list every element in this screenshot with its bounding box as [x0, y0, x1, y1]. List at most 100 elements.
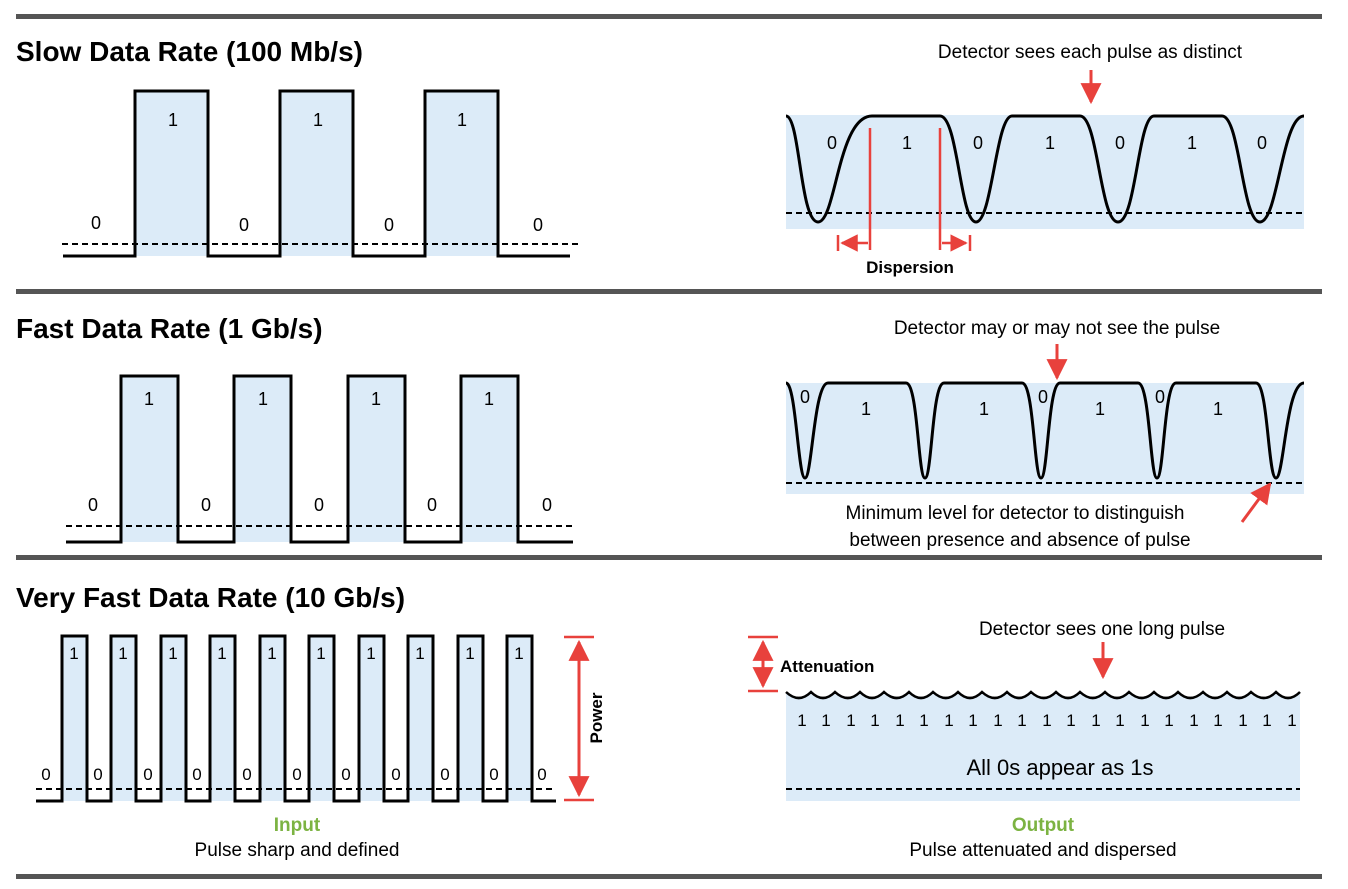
pulse-fill — [210, 636, 235, 801]
signal-trace — [66, 374, 573, 544]
bit-label: 1 — [415, 644, 424, 663]
slow-title: Slow Data Rate (100 Mb/s) — [16, 36, 363, 67]
minimum-note-line2: between presence and absence of pulse — [849, 530, 1190, 551]
bit-label: 1 — [1140, 711, 1149, 730]
bit-label: 1 — [1213, 399, 1223, 419]
bit-label: 0 — [533, 215, 543, 235]
pulse-fill — [111, 636, 136, 801]
bit-label: 1 — [846, 711, 855, 730]
pulse-fill — [461, 376, 518, 542]
pulse-fill — [425, 91, 498, 256]
output-scallop-mask — [786, 680, 1300, 698]
pulse-fill — [161, 636, 186, 801]
bit-label: 0 — [440, 765, 449, 784]
pulse-fill — [62, 636, 87, 801]
bit-label: 0 — [242, 765, 251, 784]
bit-label: 1 — [1091, 711, 1100, 730]
bit-label: 0 — [1155, 387, 1165, 407]
bit-label: 1 — [267, 644, 276, 663]
bit-label: 1 — [1238, 711, 1247, 730]
bit-label: 0 — [201, 495, 211, 515]
bit-label: 1 — [1017, 711, 1026, 730]
bit-label: 1 — [1095, 399, 1105, 419]
bit-label: 1 — [1287, 711, 1296, 730]
bit-label: 1 — [821, 711, 830, 730]
bit-label: 1 — [371, 389, 381, 409]
bit-label: 1 — [1066, 711, 1075, 730]
pulse-fill — [507, 636, 532, 801]
divider-1 — [16, 289, 1322, 294]
bit-label: 0 — [973, 133, 983, 153]
input-label: Input — [274, 815, 321, 836]
bit-label: 1 — [1115, 711, 1124, 730]
divider-top — [16, 14, 1322, 19]
bit-label: 1 — [902, 133, 912, 153]
bit-label: 1 — [217, 644, 226, 663]
minimum-note-line1: Minimum level for detector to distinguis… — [846, 503, 1185, 524]
bit-label: 0 — [91, 213, 101, 233]
bit-label: 0 — [391, 765, 400, 784]
bit-label: 1 — [484, 389, 494, 409]
slow-output-signal — [785, 98, 1305, 229]
output-fill-mask — [786, 366, 1304, 383]
bit-label: 1 — [919, 711, 928, 730]
fast-input-signal — [66, 374, 576, 544]
attenuation-label: Attenuation — [780, 657, 874, 676]
pulse-fill — [280, 91, 353, 256]
bit-label: 0 — [542, 495, 552, 515]
dispersion-label: Dispersion — [866, 258, 954, 277]
zeros-note: All 0s appear as 1s — [966, 755, 1153, 780]
bit-label: 0 — [427, 495, 437, 515]
output-trace — [785, 114, 1305, 224]
bit-label: 1 — [1042, 711, 1051, 730]
bit-label: 0 — [341, 765, 350, 784]
veryfast-output-signal — [785, 680, 1301, 801]
bit-label: 1 — [316, 644, 325, 663]
bit-label: 1 — [944, 711, 953, 730]
bit-label: 1 — [1164, 711, 1173, 730]
pulse-fill — [408, 636, 433, 801]
output-trace — [785, 690, 1301, 700]
output-fill — [786, 692, 1300, 801]
fast-output-signal — [784, 366, 1305, 494]
bit-label: 0 — [88, 495, 98, 515]
bit-label: 0 — [1257, 133, 1267, 153]
bit-label: 1 — [1213, 711, 1222, 730]
bit-label: 1 — [1187, 133, 1197, 153]
output-trace — [784, 381, 1305, 480]
bit-label: 1 — [258, 389, 268, 409]
pulse-fill — [260, 636, 285, 801]
output-fill-mask — [786, 98, 1304, 115]
bit-label: 1 — [144, 389, 154, 409]
bit-label: 0 — [1038, 387, 1048, 407]
signal-trace — [63, 89, 570, 258]
bit-label: 1 — [797, 711, 806, 730]
bit-label: 0 — [384, 215, 394, 235]
bit-label: 1 — [979, 399, 989, 419]
bit-label: 0 — [1115, 133, 1125, 153]
bit-label: 1 — [168, 110, 178, 130]
bit-label: 1 — [69, 644, 78, 663]
bit-label: 1 — [313, 110, 323, 130]
pulse-fill — [359, 636, 384, 801]
bit-label: 1 — [968, 711, 977, 730]
bit-label: 1 — [465, 644, 474, 663]
input-caption: Pulse sharp and defined — [195, 840, 400, 861]
slow-detector-note: Detector sees each pulse as distinct — [938, 42, 1243, 63]
divider-bottom — [16, 874, 1322, 879]
fast-title: Fast Data Rate (1 Gb/s) — [16, 313, 323, 344]
power-label: Power — [587, 692, 606, 743]
pulse-fill — [121, 376, 178, 542]
bit-label: 1 — [457, 110, 467, 130]
bit-label: 0 — [800, 387, 810, 407]
bit-label: 0 — [143, 765, 152, 784]
bit-label: 0 — [239, 215, 249, 235]
output-label: Output — [1012, 815, 1075, 836]
bit-label: 1 — [1262, 711, 1271, 730]
divider-2 — [16, 555, 1322, 560]
bit-label: 0 — [314, 495, 324, 515]
output-fill — [786, 383, 1304, 494]
bit-label: 0 — [489, 765, 498, 784]
pulse-fill — [458, 636, 483, 801]
